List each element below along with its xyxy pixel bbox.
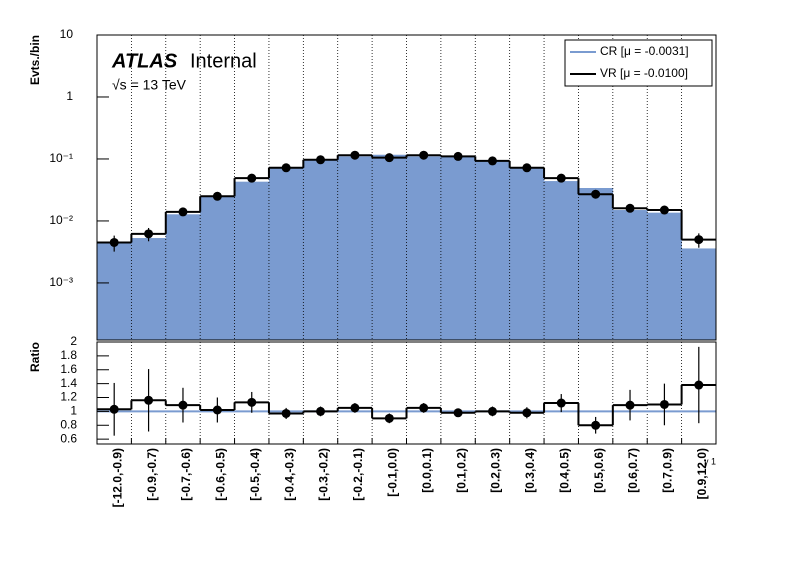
x-tick-label: [0.9,12.0) bbox=[695, 448, 709, 499]
ratio-point bbox=[350, 403, 360, 413]
vr-point bbox=[694, 235, 704, 245]
cr-bar bbox=[578, 188, 614, 340]
cr-bar bbox=[372, 154, 407, 340]
y-tick-label: 1.8 bbox=[60, 348, 77, 362]
cr-bar bbox=[337, 156, 373, 340]
cr-bar bbox=[303, 159, 339, 340]
vr-point bbox=[453, 151, 463, 161]
ratio-point bbox=[522, 408, 532, 418]
x-tick-label: [0.2,0.3) bbox=[489, 448, 503, 493]
vr-point bbox=[109, 237, 119, 247]
y-tick-label: 1.4 bbox=[60, 376, 77, 390]
cr-bar bbox=[647, 212, 682, 340]
cr-bar bbox=[406, 156, 442, 340]
vr-point bbox=[247, 173, 257, 183]
x-tick-label: [0.0,0.1) bbox=[420, 448, 434, 493]
y-tick-label: 10⁻² bbox=[49, 213, 73, 227]
cr-bar bbox=[475, 160, 510, 340]
cr-bar bbox=[544, 181, 579, 340]
ratio-point bbox=[659, 399, 669, 409]
x-tick-label: [0.6,0.7) bbox=[626, 448, 640, 493]
cr-bar bbox=[681, 248, 717, 340]
y-tick-label: 10⁻¹ bbox=[49, 151, 73, 165]
vr-point bbox=[591, 189, 601, 199]
legend-box bbox=[564, 39, 713, 87]
vr-point bbox=[384, 153, 394, 163]
y-tick-label: 10⁻³ bbox=[49, 275, 73, 289]
cr-bar bbox=[440, 155, 476, 340]
vr-point bbox=[144, 229, 154, 239]
vr-point bbox=[487, 156, 497, 166]
ratio-point bbox=[556, 398, 566, 408]
x-tick-label: [0.7,0.9) bbox=[661, 448, 675, 493]
ratio-point bbox=[591, 420, 601, 430]
y-tick-label: 0.6 bbox=[60, 431, 77, 445]
vr-point bbox=[625, 203, 635, 213]
status-label: Internal bbox=[190, 50, 257, 72]
cr-bar bbox=[97, 243, 132, 340]
cr-bar bbox=[200, 196, 235, 340]
vr-point bbox=[350, 150, 360, 160]
x-tick-label: [-0.4,-0.3) bbox=[282, 448, 296, 501]
y-tick-label: 1.2 bbox=[60, 390, 77, 404]
ratio-point bbox=[178, 400, 188, 410]
x-tick-label: [-0.9,-0.7) bbox=[145, 448, 159, 501]
x-tick-label: [-0.6,-0.5) bbox=[214, 448, 228, 501]
vr-point bbox=[316, 155, 326, 165]
x-tick-label: [-0.2,-0.1) bbox=[351, 448, 365, 501]
x-tick-label: [-12.0,-0.9) bbox=[110, 448, 124, 507]
energy-label: √s = 13 TeV bbox=[112, 77, 187, 93]
x-axis-title: γ 1 bbox=[704, 456, 716, 466]
cr-bar bbox=[234, 181, 270, 340]
ratio-point bbox=[384, 413, 394, 423]
y-tick-label: 0.8 bbox=[60, 417, 77, 431]
y-tick-label: 1 bbox=[66, 89, 73, 103]
ratio-point bbox=[144, 395, 154, 405]
ratio-point bbox=[109, 404, 119, 414]
ratio-point bbox=[247, 397, 257, 407]
vr-point bbox=[556, 173, 566, 183]
x-tick-label: [0.3,0.4) bbox=[523, 448, 537, 493]
frame bbox=[96, 341, 717, 445]
cr-bar bbox=[165, 214, 201, 340]
x-tick-label: [0.1,0.2) bbox=[454, 448, 468, 493]
ratio-axis-title: Ratio bbox=[28, 342, 42, 372]
vr-point bbox=[281, 163, 291, 173]
ratio-point bbox=[212, 405, 222, 415]
ratio-point bbox=[419, 403, 429, 413]
y-tick-label: 2 bbox=[70, 334, 77, 348]
ratio-point bbox=[316, 406, 326, 416]
frame bbox=[96, 34, 717, 341]
atlas-label: ATLAS bbox=[111, 50, 178, 72]
cr-bar bbox=[268, 167, 304, 340]
x-tick-label: [0.4,0.5) bbox=[557, 448, 571, 493]
vr-point bbox=[178, 207, 188, 217]
ratio-point bbox=[453, 408, 463, 418]
vr-point bbox=[659, 205, 669, 215]
cr-bar bbox=[612, 210, 648, 340]
x-tick-label: [0.5,0.6) bbox=[592, 448, 606, 493]
ratio-point bbox=[487, 406, 497, 416]
vr-point bbox=[419, 150, 429, 160]
cr-bar bbox=[509, 167, 545, 340]
vr-point bbox=[522, 163, 532, 173]
ratio-point bbox=[625, 400, 635, 410]
ratio-point bbox=[694, 380, 704, 390]
y-tick-label: 1 bbox=[70, 404, 77, 418]
x-tick-label: [-0.5,-0.4) bbox=[248, 448, 262, 501]
y-tick-label: 1.6 bbox=[60, 362, 77, 376]
x-tick-label: [-0.3,-0.2) bbox=[317, 448, 331, 501]
x-tick-label: [-0.1,0.0) bbox=[385, 448, 399, 497]
legend-label: VR [μ = -0.0100] bbox=[600, 66, 688, 80]
legend-label: CR [μ = -0.0031] bbox=[600, 44, 689, 58]
x-tick-label: [-0.7,-0.6) bbox=[179, 448, 193, 501]
cr-bar bbox=[131, 238, 167, 340]
vr-point bbox=[212, 191, 222, 201]
y-axis-title: Evts./bin bbox=[28, 35, 42, 85]
ratio-point bbox=[281, 408, 291, 418]
y-tick-label: 10 bbox=[60, 27, 74, 41]
